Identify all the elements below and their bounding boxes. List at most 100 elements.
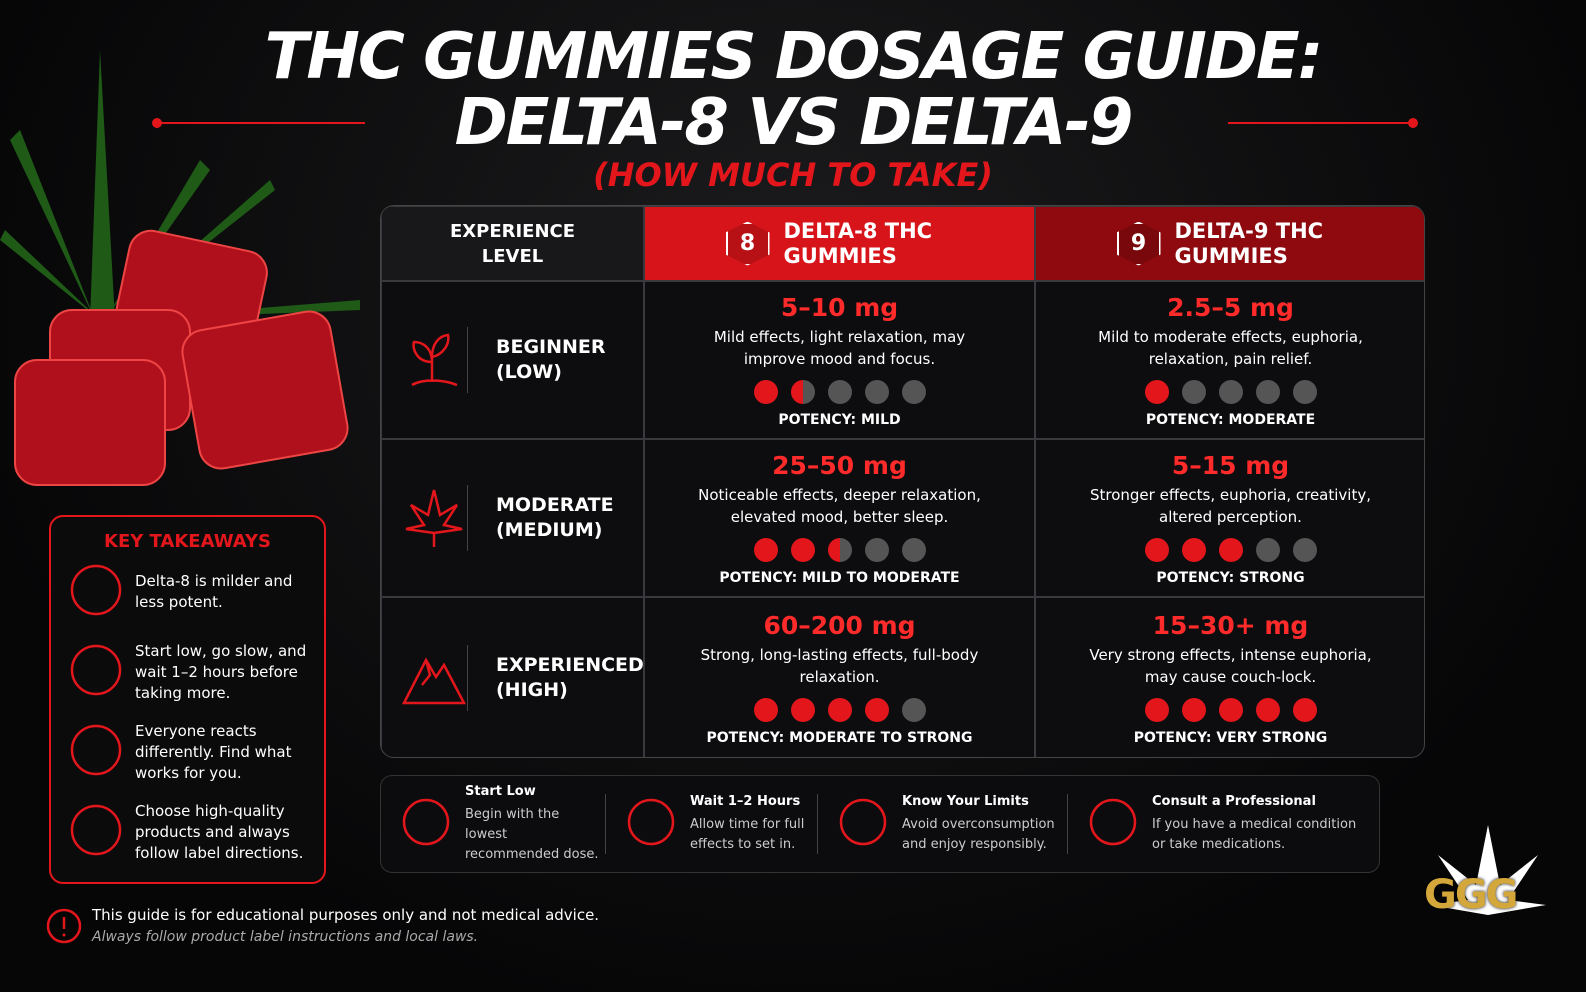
potency-label: POTENCY: MODERATE [1145, 411, 1316, 428]
potency-dot [790, 379, 815, 404]
potency-dot [1144, 379, 1169, 404]
dose: 5–10 mg [780, 292, 899, 322]
level-label: BEGINNER (LOW) [496, 336, 606, 383]
logo: GGG [1424, 872, 1518, 918]
takeaway-icon [69, 563, 123, 621]
title-rules [152, 118, 1418, 128]
potency-dot [1144, 537, 1169, 562]
dose: 5–15 mg [1171, 450, 1290, 480]
warning-icon [46, 908, 82, 944]
potency-dot [753, 537, 778, 562]
effects: Very strong effects, intense euphoria, m… [1089, 645, 1372, 686]
tip-body: Consult a Professional If you have a medi… [1152, 794, 1358, 855]
dose-cell: 25–50 mg Noticeable effects, deeper relax… [644, 439, 1035, 597]
effects: Strong, long-lasting effects, full-body … [700, 645, 979, 686]
disclaimer: This guide is for educational purposes o… [92, 906, 600, 924]
level-icon [402, 485, 468, 551]
potency-dots [1144, 697, 1317, 722]
tip: Wait 1–2 Hours Allow time for full effect… [606, 794, 818, 854]
tip-text: Allow time for full effects to set in. [690, 816, 805, 852]
tip-text: If you have a medical condition or take … [1152, 816, 1357, 852]
potency-dot [753, 379, 778, 404]
potency-dot [901, 537, 926, 562]
takeaways-title: KEY TAKEAWAYS [104, 531, 271, 552]
header-text: EXPERIENCE LEVEL [449, 220, 576, 267]
takeaway: Delta-8 is milder and less potent. [51, 552, 324, 632]
header-cell: 8 DELTA-8 THC GUMMIES [644, 206, 1035, 281]
potency-dot [1255, 379, 1280, 404]
tip: Start Low Begin with the lowest recommend… [381, 784, 606, 862]
potency-dot [1218, 379, 1243, 404]
tip-text: Begin with the lowest recommended dose. [465, 806, 599, 862]
tip: Consult a Professional If you have a medi… [1068, 794, 1358, 854]
potency-dot [827, 537, 852, 562]
effects: Stronger effects, euphoria, creativity, … [1089, 485, 1371, 526]
tip-title: Know Your Limits [902, 793, 1029, 809]
potency-dot [1181, 537, 1206, 562]
header-text: DELTA-9 THC GUMMIES [1174, 218, 1324, 268]
takeaway-icon [69, 803, 123, 861]
subtitle: (HOW MUCH TO TAKE) [593, 156, 993, 194]
tip-icon [838, 797, 888, 851]
title-line-2: DELTA-8 VS DELTA-9 [454, 86, 1134, 160]
dose-cell: 15–30+ mg Very strong effects, intense eu… [1035, 597, 1424, 757]
takeaway: Choose high-quality products and always … [51, 792, 324, 872]
logo-leaf [1430, 825, 1546, 915]
disclaimer-note: Always follow product label instructions… [92, 929, 479, 945]
takeaway-text: Start low, go slow, and wait 1–2 hours b… [135, 641, 307, 702]
potency-dot [827, 697, 852, 722]
level-icon [401, 645, 468, 711]
tip-title: Wait 1–2 Hours [690, 793, 801, 809]
potency-label: POTENCY: VERY STRONG [1133, 729, 1328, 746]
takeaway-icon [69, 643, 123, 701]
potency-dot [1255, 537, 1280, 562]
effects: Mild to moderate effects, euphoria, rela… [1098, 327, 1363, 368]
takeaway-text: Choose high-quality products and always … [135, 801, 304, 862]
potency-label: POTENCY: MILD [778, 411, 901, 428]
takeaway-text: Everyone reacts differently. Find what w… [135, 721, 292, 782]
header-cell: 9 DELTA-9 THC GUMMIES [1035, 206, 1424, 281]
potency-dot [1218, 697, 1243, 722]
potency-dot [1292, 537, 1317, 562]
effects: Mild effects, light relaxation, may impr… [713, 327, 966, 368]
potency-dot [864, 379, 889, 404]
level-cell: MODERATE (MEDIUM) [381, 439, 644, 597]
potency-dots [753, 697, 926, 722]
level-cell: BEGINNER (LOW) [381, 281, 644, 439]
potency-dot [1181, 379, 1206, 404]
effects: Noticeable effects, deeper relaxation, e… [698, 485, 981, 526]
potency-dot [1255, 697, 1280, 722]
level-label: EXPERIENCED (HIGH) [496, 654, 644, 701]
potency-dot [864, 537, 889, 562]
takeaway: Start low, go slow, and wait 1–2 hours b… [51, 632, 324, 712]
potency-dot [901, 379, 926, 404]
level-cell: EXPERIENCED (HIGH) [381, 597, 644, 757]
potency-dot [1292, 697, 1317, 722]
tip-body: Wait 1–2 Hours Allow time for full effect… [690, 794, 817, 855]
tip-body: Start Low Begin with the lowest recommend… [465, 784, 605, 865]
potency-dot [827, 379, 852, 404]
tip-title: Consult a Professional [1152, 793, 1316, 809]
dose-cell: 5–10 mg Mild effects, light relaxation, m… [644, 281, 1035, 439]
potency-dots [753, 537, 926, 562]
potency-dot [790, 697, 815, 722]
dose: 15–30+ mg [1152, 610, 1309, 640]
tip-text: Avoid overconsumption and enjoy responsi… [902, 816, 1055, 852]
takeaway: Everyone reacts differently. Find what w… [51, 712, 324, 792]
header-badge: 8 [725, 221, 770, 266]
potency-label: POTENCY: MILD TO MODERATE [719, 569, 960, 586]
dose: 60–200 mg [763, 610, 916, 640]
dosage-table: EXPERIENCE LEVEL 8 DELTA-8 THC GUMMIES 9 DEL… [380, 205, 1425, 758]
potency-dots [1144, 537, 1317, 562]
potency-dots [1144, 379, 1317, 404]
title-line-1: THC GUMMIES DOSAGE GUIDE: [264, 20, 1324, 94]
key-takeaways: KEY TAKEAWAYS Delta-8 is milder and less … [49, 515, 326, 884]
level-label: MODERATE (MEDIUM) [496, 494, 614, 541]
potency-dot [1292, 379, 1317, 404]
header-text: DELTA-8 THC GUMMIES [783, 218, 933, 268]
potency-label: POTENCY: MODERATE TO STRONG [706, 729, 973, 746]
takeaway-text: Delta-8 is milder and less potent. [135, 572, 293, 611]
takeaway-icon [69, 723, 123, 781]
potency-dot [1218, 537, 1243, 562]
dose: 25–50 mg [772, 450, 907, 480]
